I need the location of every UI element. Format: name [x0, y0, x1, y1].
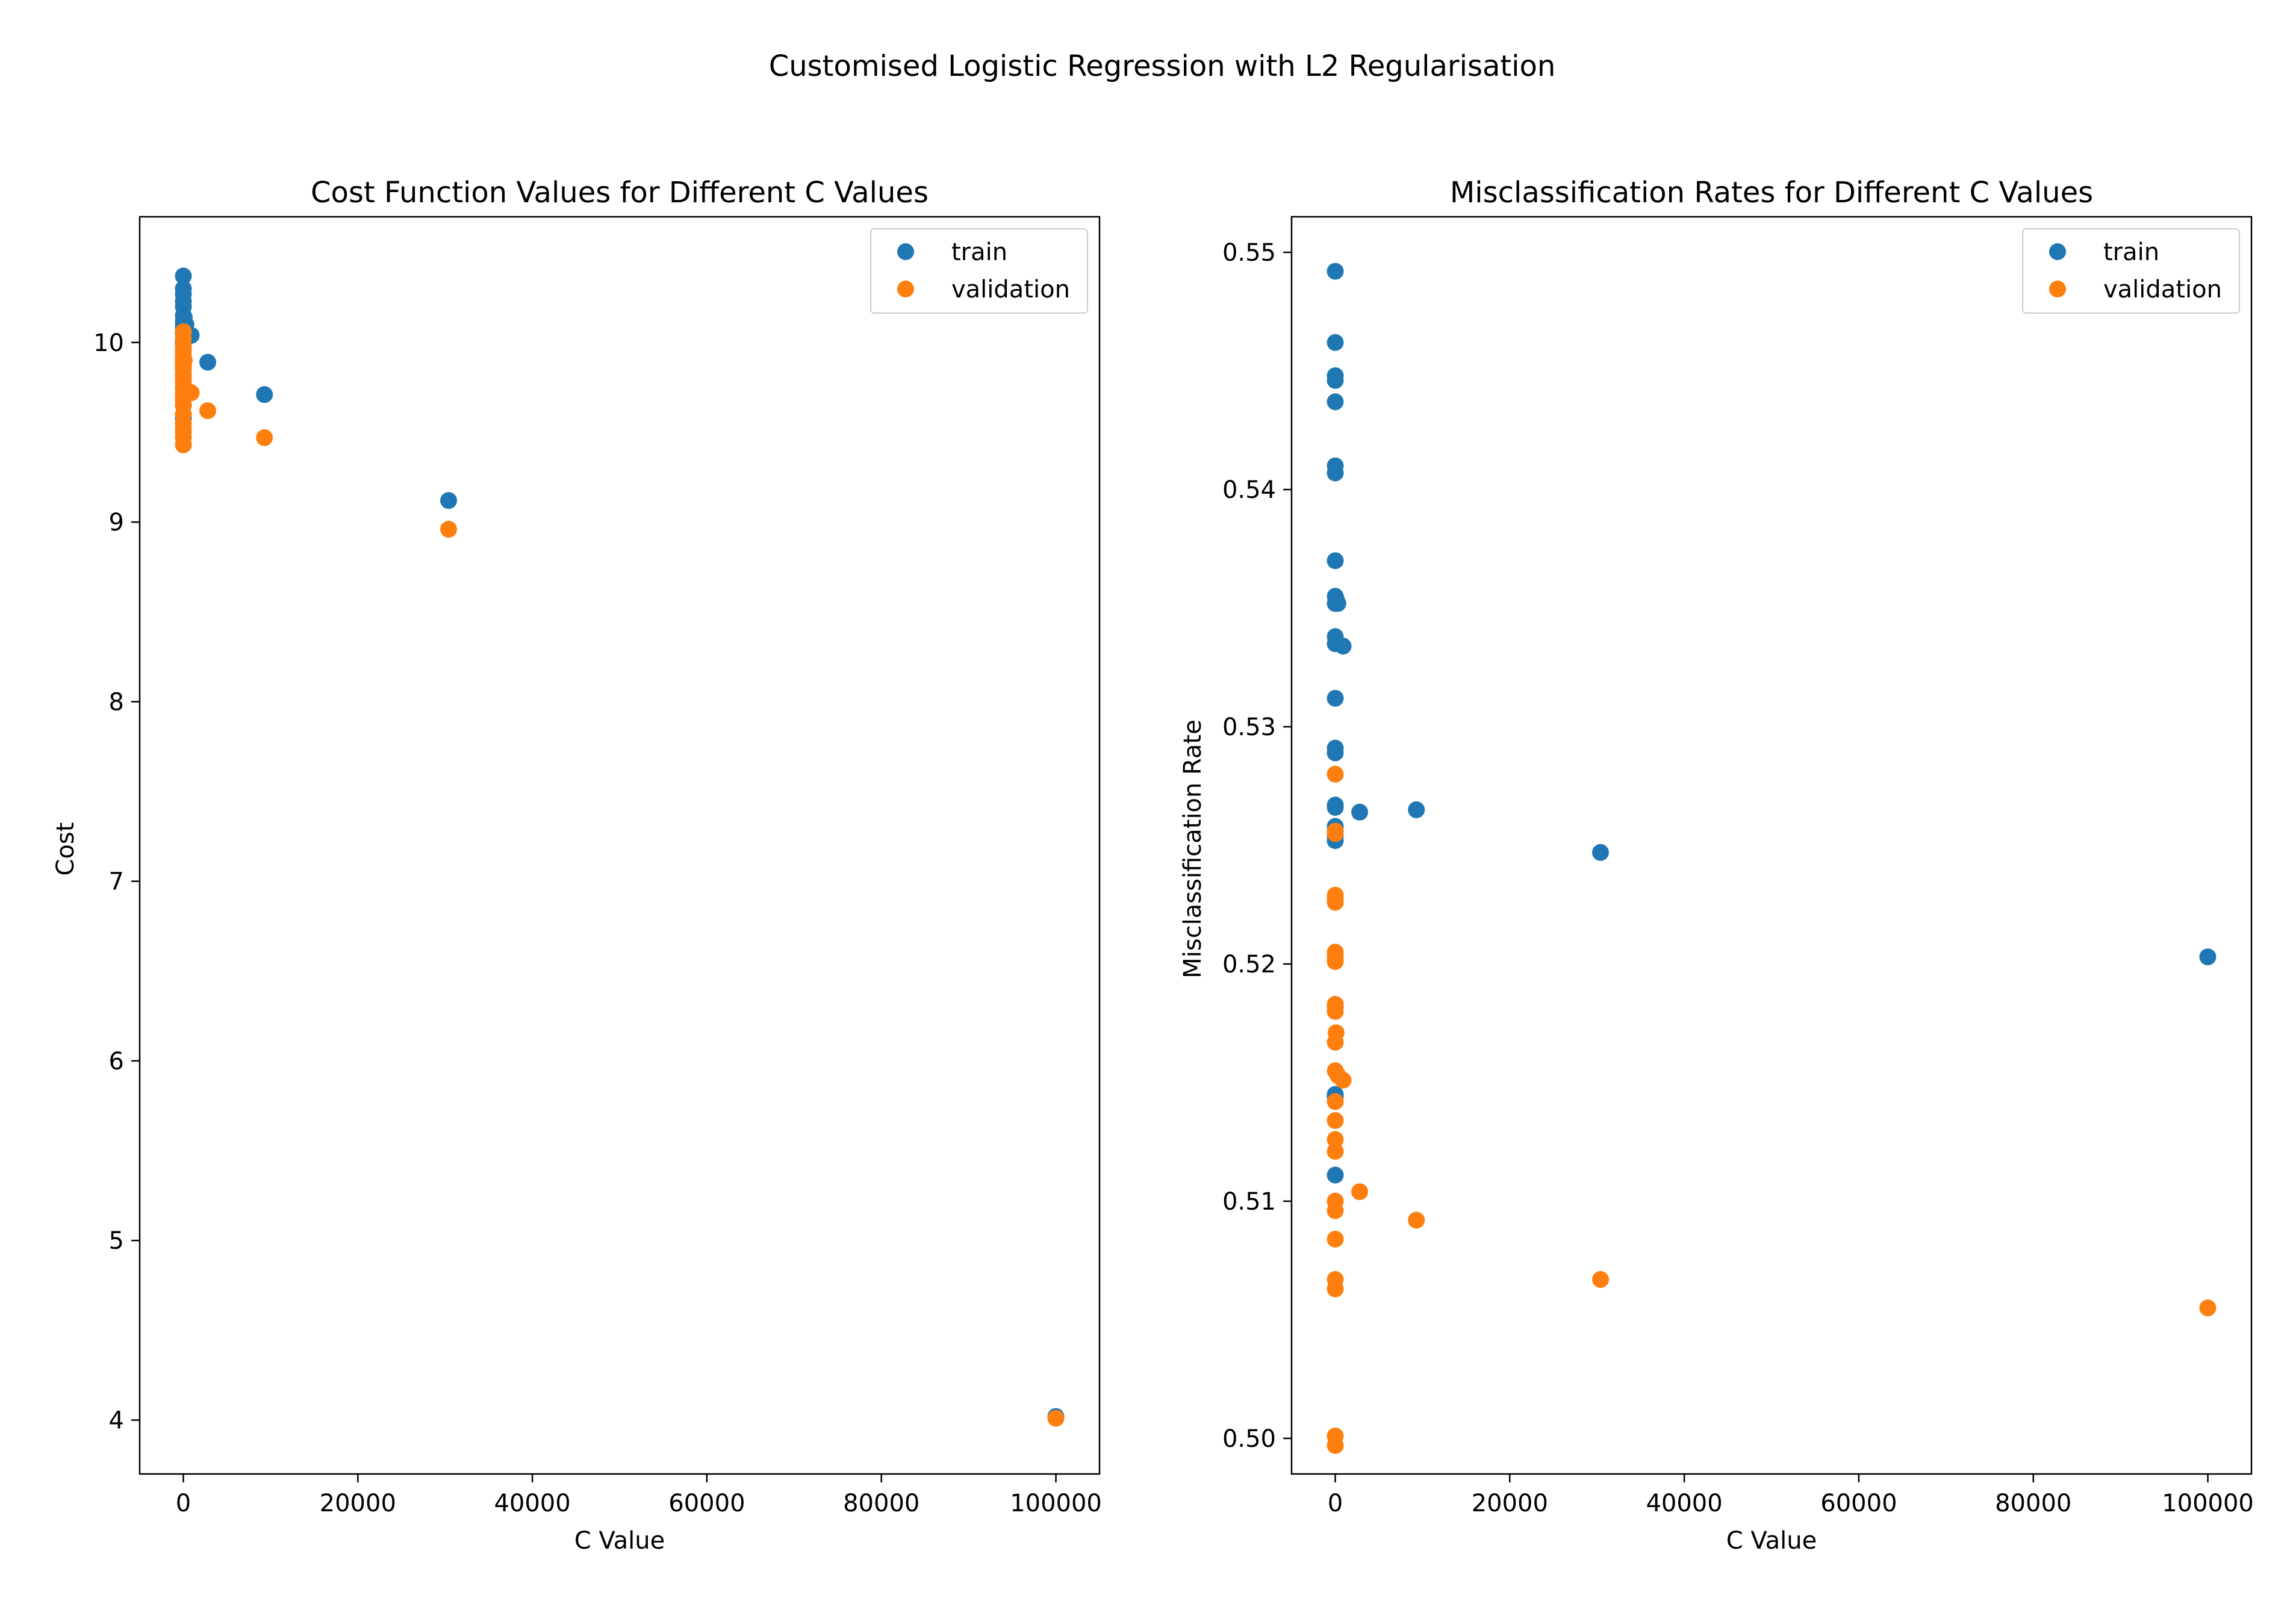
figure-suptitle: Customised Logistic Regression with L2 R…: [769, 49, 1556, 83]
cost-train-point: [440, 492, 457, 509]
misclassification-x-tick-label: 20000: [1472, 1490, 1548, 1517]
cost-legend-train-label: train: [951, 238, 1007, 266]
misclassification-validation-point: [1327, 1437, 1344, 1454]
cost-axes-frame: [138, 216, 1101, 1475]
misclassification-validation-point: [2199, 1299, 2217, 1317]
misclassification-train-point: [1327, 263, 1344, 280]
cost-x-tick-label: 100000: [1010, 1490, 1102, 1517]
misclassification-x-tick-label: 0: [1328, 1490, 1343, 1517]
misclassification-validation-point: [1327, 765, 1344, 783]
misclassification-y-tick-label: 0.51: [1222, 1188, 1276, 1216]
misclassification-train-point: [1327, 799, 1344, 816]
misclassification-y-tick-label: 0.50: [1222, 1425, 1276, 1453]
misclassification-train-point: [2199, 948, 2217, 966]
cost-x-tick-label: 60000: [668, 1490, 745, 1517]
misclassification-legend-frame: [2022, 228, 2240, 314]
misclassification-x-tick-label: 60000: [1820, 1490, 1897, 1517]
misclassification-legend-train-marker: [2049, 243, 2066, 260]
misclassification-validation-point: [1327, 1202, 1344, 1219]
misclassification-y-tick-label: 0.52: [1222, 951, 1276, 978]
cost-chart-y-axis-label: Cost: [52, 822, 79, 876]
cost-x-tick-label: 20000: [320, 1490, 396, 1517]
misclassification-train-point: [1351, 803, 1368, 821]
cost-y-tick-label: 7: [109, 868, 124, 896]
cost-legend-frame: [870, 228, 1088, 314]
misclassification-chart-y-axis-label: Misclassification Rate: [1179, 720, 1207, 978]
misclassification-train-point: [1327, 1166, 1344, 1184]
cost-chart-plot-area: 0 20000 40000 60000 80000 100000 4 5 6 7 8 9 10 train…: [93, 216, 1102, 1517]
misclassification-legend-validation-label: validation: [2103, 276, 2222, 303]
cost-legend-validation-marker: [897, 281, 914, 297]
misclassification-validation-point: [1327, 998, 1344, 1015]
misclassification-y-tick-label: 0.53: [1222, 714, 1276, 741]
misclassification-x-tick-label: 80000: [1995, 1490, 2071, 1517]
cost-validation-point: [256, 429, 273, 446]
cost-chart-panel: Cost Function Values for Different C Val…: [52, 176, 1102, 1555]
misclassification-validation-point: [1327, 822, 1344, 840]
cost-legend-validation-label: validation: [951, 276, 1070, 303]
misclassification-legend: train validation: [2022, 228, 2240, 314]
misclassification-train-point: [1327, 552, 1344, 570]
cost-y-tick-label: 4: [109, 1407, 124, 1435]
cost-chart-title: Cost Function Values for Different C Val…: [311, 176, 929, 210]
misclassification-validation-point: [1327, 891, 1344, 909]
cost-train-point: [256, 386, 273, 403]
misclassification-chart-title: Misclassification Rates for Different C …: [1450, 176, 2093, 210]
misclassification-chart-x-axis-label: C Value: [1726, 1527, 1817, 1555]
misclassification-train-point: [1327, 689, 1344, 707]
misclassification-axes-frame: [1290, 216, 2253, 1475]
misclassification-validation-point: [1327, 948, 1344, 966]
misclassification-train-point: [1408, 801, 1425, 818]
misclassification-y-tick-label: 0.55: [1222, 239, 1276, 267]
misclassification-validation-point: [1351, 1183, 1368, 1201]
misclassification-x-tick-label: 40000: [1646, 1490, 1722, 1517]
cost-validation-point: [175, 436, 192, 453]
misclassification-train-point: [1327, 464, 1344, 482]
misclassification-train-point: [1327, 393, 1344, 411]
misclassification-validation-point: [1327, 1131, 1344, 1148]
cost-y-tick-label: 8: [109, 688, 124, 716]
cost-validation-point: [1047, 1410, 1065, 1427]
misclassification-validation-point: [1327, 1093, 1344, 1110]
cost-validation-point: [199, 402, 216, 420]
misclassification-y-tick-label: 0.54: [1222, 476, 1276, 504]
misclassification-train-point: [1334, 638, 1352, 655]
misclassification-validation-point: [1327, 1280, 1344, 1298]
misclassification-legend-train-label: train: [2103, 238, 2159, 266]
cost-legend-train-marker: [897, 243, 914, 260]
cost-train-point: [199, 353, 216, 371]
cost-train-point: [175, 267, 192, 285]
misclassification-chart-plot-area: 0 20000 40000 60000 80000 100000 0.50 0.51 0.52 0…: [1222, 216, 2254, 1517]
misclassification-validation-point: [1592, 1271, 1609, 1288]
misclassification-validation-point: [1334, 1072, 1352, 1089]
misclassification-chart-panel: Misclassification Rates for Different C …: [1179, 176, 2254, 1555]
misclassification-train-point: [1327, 372, 1344, 389]
cost-x-tick-label: 0: [176, 1490, 191, 1517]
misclassification-x-tick-label: 100000: [2162, 1490, 2254, 1517]
cost-y-tick-label: 5: [109, 1227, 124, 1255]
cost-validation-point: [182, 384, 200, 402]
misclassification-train-point: [1327, 744, 1344, 762]
misclassification-validation-point: [1327, 1143, 1344, 1160]
misclassification-train-point: [1329, 595, 1346, 612]
cost-y-tick-label: 10: [93, 329, 124, 357]
cost-legend: train validation: [870, 228, 1088, 314]
cost-y-tick-label: 6: [109, 1048, 124, 1075]
misclassification-train-point: [1592, 844, 1609, 861]
misclassification-validation-point: [1408, 1211, 1425, 1229]
misclassification-validation-point: [1327, 1024, 1345, 1042]
cost-x-tick-label: 40000: [494, 1490, 570, 1517]
cost-x-tick-label: 80000: [843, 1490, 919, 1517]
misclassification-validation-point: [1327, 1112, 1344, 1129]
cost-y-tick-label: 9: [109, 509, 124, 536]
cost-chart-x-axis-label: C Value: [574, 1527, 665, 1555]
misclassification-validation-point: [1327, 1231, 1344, 1248]
misclassification-legend-validation-marker: [2049, 281, 2066, 297]
misclassification-train-point: [1327, 334, 1344, 351]
cost-validation-point: [440, 521, 457, 538]
cost-validation-point: [175, 352, 193, 369]
